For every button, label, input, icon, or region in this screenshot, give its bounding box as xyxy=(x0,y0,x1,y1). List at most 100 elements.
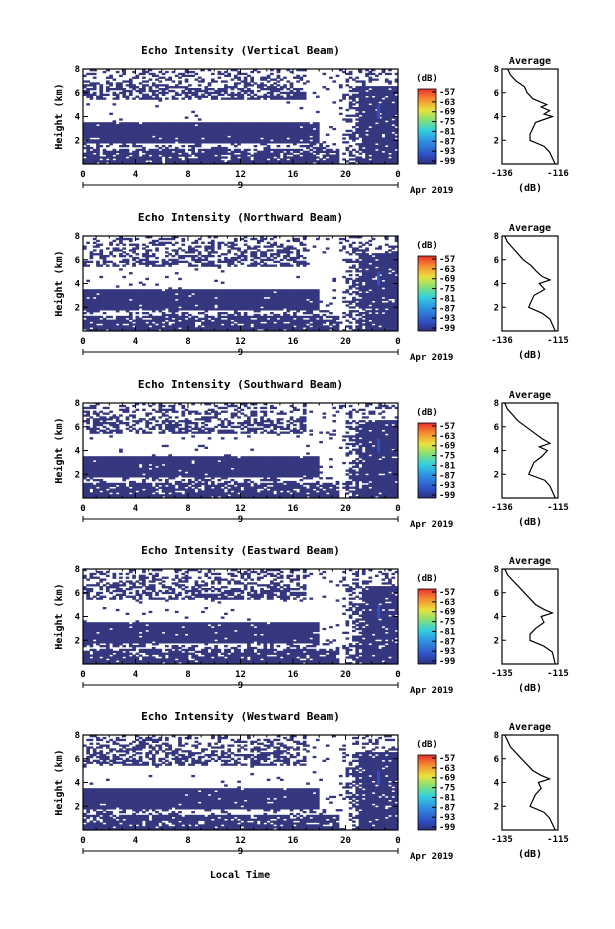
heatmap-cell xyxy=(381,253,386,256)
heatmap-cell xyxy=(197,312,202,315)
heatmap-cell xyxy=(227,93,232,96)
heatmap-cell xyxy=(158,126,163,129)
heatmap-cell xyxy=(270,289,274,292)
heatmap-cell xyxy=(174,258,179,262)
heatmap-cell xyxy=(197,148,202,152)
heatmap-cell xyxy=(355,268,360,271)
heatmap-cell xyxy=(299,93,304,96)
heatmap-cell xyxy=(135,315,140,319)
heatmap-cell xyxy=(230,156,235,159)
heatmap-cell xyxy=(174,86,179,89)
heatmap-cell xyxy=(266,88,271,91)
heatmap-cell xyxy=(279,124,284,127)
heatmap-cell xyxy=(171,137,176,140)
heatmap-cell xyxy=(283,289,287,292)
heatmap-cell xyxy=(138,158,143,161)
heatmap-cell xyxy=(286,245,291,248)
heatmap-cell xyxy=(168,137,172,140)
heatmap-cell xyxy=(253,137,258,140)
heatmap-cell xyxy=(243,127,248,131)
heatmap-cell xyxy=(128,131,133,134)
heatmap-cell xyxy=(210,97,215,100)
heatmap-cell xyxy=(388,249,392,252)
heatmap-cell xyxy=(119,154,123,157)
heatmap-cell xyxy=(240,129,245,133)
heatmap-cell xyxy=(197,137,202,140)
heatmap-cell xyxy=(210,158,215,161)
heatmap-cell xyxy=(293,137,297,140)
heatmap-cell xyxy=(122,154,127,157)
heatmap-cell xyxy=(214,251,218,254)
heatmap-cell xyxy=(309,323,314,326)
heatmap-cell xyxy=(92,86,97,89)
heatmap-cell xyxy=(276,160,281,163)
heatmap-cell xyxy=(289,126,294,129)
heatmap-cell xyxy=(348,310,353,313)
heatmap-cell xyxy=(250,154,255,157)
heatmap-cell xyxy=(266,91,271,95)
heatmap-cell xyxy=(306,315,310,319)
heatmap-cell xyxy=(204,156,209,159)
heatmap-cell xyxy=(148,327,153,330)
heatmap-cell xyxy=(286,162,291,165)
heatmap-cell xyxy=(368,321,373,324)
heatmap-cell xyxy=(263,251,268,254)
heatmap-cell xyxy=(109,127,113,131)
y-tick-label: 6 xyxy=(75,89,80,99)
heatmap-cell xyxy=(286,88,291,91)
heatmap-cell xyxy=(279,95,284,98)
heatmap-cell xyxy=(207,127,212,131)
heatmap-cell xyxy=(286,124,291,127)
heatmap-cell xyxy=(174,126,179,129)
heatmap-cell xyxy=(217,258,222,262)
heatmap-cell xyxy=(201,139,205,142)
heatmap-cell xyxy=(355,112,360,115)
x-tick-label: 20 xyxy=(340,337,351,347)
heatmap-cell xyxy=(256,135,261,138)
heatmap-cell xyxy=(148,158,153,161)
heatmap-cell xyxy=(247,127,251,131)
heatmap-cell xyxy=(266,122,271,125)
heatmap-cell xyxy=(128,300,133,303)
heatmap-cell xyxy=(181,72,186,76)
heatmap-cell xyxy=(89,97,94,100)
heatmap-cell xyxy=(148,313,153,317)
heatmap-cell xyxy=(283,141,287,144)
heatmap-cell xyxy=(319,300,323,303)
heatmap-cell xyxy=(378,327,382,330)
heatmap-cell xyxy=(348,150,353,153)
heatmap-cell xyxy=(207,133,212,136)
heatmap-cell xyxy=(289,245,294,248)
heatmap-cell xyxy=(391,302,396,305)
heatmap-cell xyxy=(224,133,228,136)
heatmap-cell xyxy=(299,156,304,159)
heatmap-cell xyxy=(165,148,169,152)
heatmap-cell xyxy=(217,312,222,315)
heatmap-cell xyxy=(128,158,133,161)
heatmap-cell xyxy=(145,133,150,136)
heatmap-cell xyxy=(148,78,153,81)
heatmap-cell xyxy=(256,141,261,144)
heatmap-cell xyxy=(194,327,199,330)
heatmap-cell xyxy=(224,97,228,100)
heatmap-cell xyxy=(83,135,87,138)
heatmap-cell xyxy=(86,84,90,87)
heatmap-cell xyxy=(83,131,87,134)
heatmap-cell xyxy=(230,95,235,98)
heatmap-cell xyxy=(217,72,222,76)
heatmap-cell xyxy=(217,152,222,155)
heatmap-cell xyxy=(237,289,241,292)
heatmap-cell xyxy=(233,237,238,241)
heatmap-cell xyxy=(194,95,199,98)
heatmap-cell xyxy=(194,268,199,271)
heatmap-cell xyxy=(178,141,182,144)
heatmap-cell xyxy=(191,110,195,114)
heatmap-cell xyxy=(260,124,264,127)
heatmap-cell xyxy=(263,139,268,142)
heatmap-cell xyxy=(338,84,343,87)
heatmap-cell xyxy=(342,118,346,121)
heatmap-cell xyxy=(142,146,146,150)
heatmap-cell xyxy=(86,141,90,144)
heatmap-cell xyxy=(250,78,255,81)
heatmap-cell xyxy=(115,162,120,165)
